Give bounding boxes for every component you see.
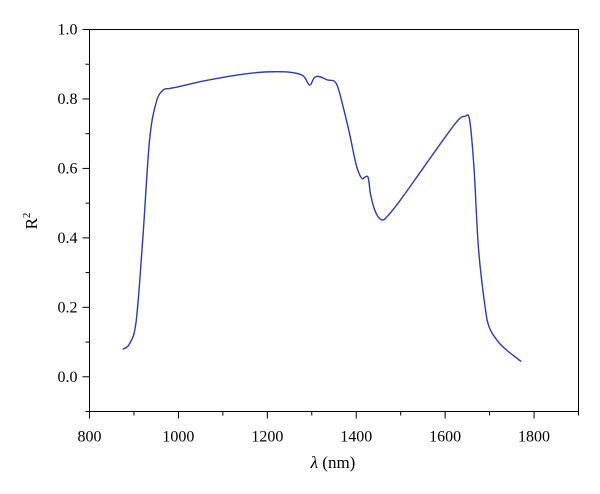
series-line-r2 — [122, 70, 522, 362]
x-tick-label: 1400 — [340, 429, 372, 446]
y-axis-base: R — [22, 217, 41, 229]
y-axis-superscript: 2 — [21, 213, 33, 219]
x-tick-label: 800 — [78, 429, 102, 446]
x-axis: 800 1000 1200 1400 1600 1800 — [78, 411, 579, 446]
x-axis-title: λ (nm) — [310, 453, 356, 472]
x-axis-unit: (nm) — [318, 453, 355, 472]
y-axis-title: R2 — [21, 213, 41, 230]
x-tick-label: 1200 — [251, 429, 283, 446]
y-tick-label: 0.2 — [58, 299, 78, 316]
y-tick-label: 0.0 — [58, 369, 78, 386]
x-tick-label: 1000 — [162, 429, 194, 446]
y-tick-label: 1.0 — [58, 22, 78, 39]
y-tick-label: 0.6 — [58, 160, 78, 177]
x-tick-label: 1800 — [518, 429, 550, 446]
plot-frame — [89, 29, 579, 412]
x-axis-symbol: λ — [310, 453, 318, 472]
x-tick-label: 1600 — [429, 429, 461, 446]
y-tick-label: 0.8 — [58, 91, 78, 108]
y-tick-label: 0.4 — [58, 230, 78, 247]
y-axis: 0.0 0.2 0.4 0.6 0.8 1.0 — [58, 22, 90, 412]
